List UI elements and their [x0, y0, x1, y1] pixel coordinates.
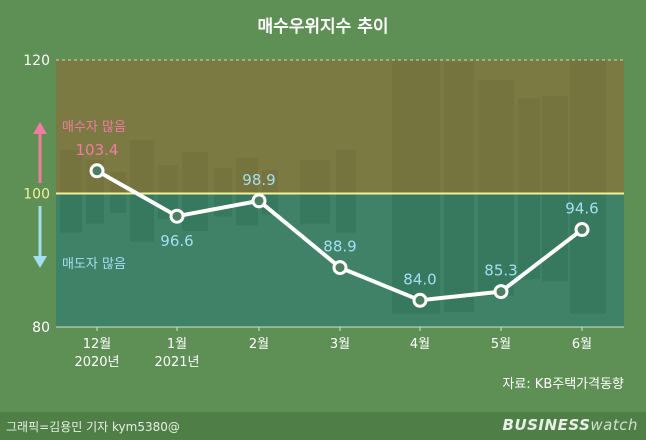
skyline-reflection	[86, 193, 104, 224]
y-tick-label: 100	[23, 187, 50, 203]
data-point	[412, 292, 428, 308]
data-label: 88.9	[323, 238, 356, 256]
skyline-reflection	[518, 193, 540, 280]
skyline-building	[542, 96, 568, 194]
x-tick-label: 5월	[491, 337, 511, 352]
arrow-down-head-icon	[33, 256, 47, 268]
data-point	[493, 284, 509, 300]
skyline-building	[478, 80, 514, 194]
brand-bold: BUSINESS	[502, 416, 591, 434]
line-chart: 80 100 120 12월 2020년 1월 2021년 2월 3월 4월 5월 6월 103.4…	[23, 17, 624, 392]
skyline-building	[392, 60, 440, 194]
data-label: 98.9	[242, 171, 275, 189]
skyline-building	[214, 168, 232, 194]
skyline-reflection	[336, 193, 356, 233]
x-tick-label: 2020년	[74, 355, 119, 370]
chart-title: 매수우위지수 추이	[257, 17, 388, 37]
annotation-more-buyers: 매수자 많음	[62, 120, 126, 135]
data-point	[251, 193, 267, 209]
skyline-building	[236, 158, 258, 194]
annotation-more-sellers: 매도자 많음	[62, 257, 126, 272]
skyline-building	[60, 150, 82, 194]
skyline-reflection	[110, 193, 126, 213]
data-point	[574, 222, 590, 238]
brand-light: watch	[590, 416, 638, 434]
x-tick-label: 4월	[410, 337, 430, 352]
x-tick-label: 3월	[330, 337, 350, 352]
skyline-building	[158, 165, 178, 194]
y-tick-label: 120	[23, 53, 50, 69]
skyline-building	[336, 150, 356, 194]
arrow-up-head-icon	[33, 122, 47, 134]
skyline-building	[444, 62, 474, 194]
skyline-building	[262, 170, 278, 194]
skyline-reflection	[542, 193, 568, 282]
skyline-building	[570, 60, 606, 194]
skyline-reflection	[214, 193, 232, 217]
x-tick-label: 2021년	[154, 355, 199, 370]
x-tick-label: 12월	[83, 337, 112, 352]
skyline-building	[182, 152, 208, 194]
data-label: 94.6	[565, 200, 598, 218]
skyline-building	[130, 140, 154, 194]
data-label: 84.0	[403, 270, 436, 288]
skyline-reflection	[300, 193, 330, 224]
graphic-credit: 그래픽=김용민 기자 kym5380@	[6, 420, 180, 434]
source-note: 자료: KB주택가격동향	[502, 377, 624, 392]
x-tick-label: 1월	[167, 337, 187, 352]
x-tick-label: 6월	[572, 337, 592, 352]
x-tick-label: 2월	[249, 337, 269, 352]
skyline-building	[300, 160, 330, 194]
data-label: 96.6	[160, 232, 193, 250]
skyline-reflection	[60, 193, 82, 233]
footer: 그래픽=김용민 기자 kym5380@ BUSINESSwatch	[0, 412, 646, 440]
brand-logo: BUSINESSwatch	[503, 416, 638, 434]
y-tick-label: 80	[32, 320, 50, 336]
skyline-reflection	[570, 193, 606, 314]
data-point	[169, 208, 185, 224]
skyline-reflection	[444, 193, 474, 312]
data-point	[332, 260, 348, 276]
data-label: 85.3	[484, 262, 517, 280]
skyline-building	[518, 98, 540, 194]
data-label: 103.4	[76, 141, 119, 159]
skyline-reflection	[478, 193, 514, 296]
data-point	[89, 163, 105, 179]
